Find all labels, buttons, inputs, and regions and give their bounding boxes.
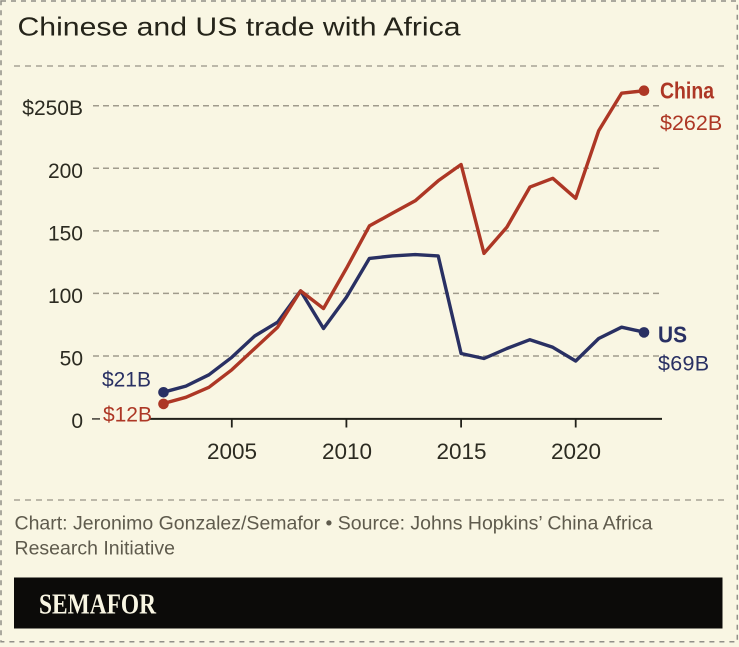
svg-text:Research Initiative: Research Initiative bbox=[15, 538, 175, 560]
svg-text:2015: 2015 bbox=[436, 439, 486, 464]
svg-text:200: 200 bbox=[48, 160, 83, 183]
svg-text:$12B: $12B bbox=[103, 404, 152, 427]
svg-text:$69B: $69B bbox=[658, 351, 709, 375]
svg-text:China: China bbox=[660, 78, 714, 104]
svg-text:$21B: $21B bbox=[102, 369, 151, 392]
svg-text:Chinese and US trade with Afri: Chinese and US trade with Africa bbox=[18, 12, 462, 42]
svg-text:Chart: Jeronimo Gonzalez/Semaf: Chart: Jeronimo Gonzalez/Semafor • Sourc… bbox=[15, 513, 653, 535]
svg-text:$262B: $262B bbox=[660, 111, 722, 135]
svg-text:2020: 2020 bbox=[551, 439, 601, 464]
svg-text:100: 100 bbox=[48, 285, 83, 308]
svg-text:SEMAFOR: SEMAFOR bbox=[39, 589, 157, 621]
svg-text:50: 50 bbox=[60, 348, 83, 371]
svg-text:2010: 2010 bbox=[322, 439, 372, 464]
svg-text:150: 150 bbox=[48, 222, 83, 245]
svg-text:$250B: $250B bbox=[22, 97, 83, 120]
svg-text:US: US bbox=[658, 322, 687, 348]
svg-text:2005: 2005 bbox=[207, 439, 257, 464]
svg-text:0: 0 bbox=[71, 410, 83, 433]
